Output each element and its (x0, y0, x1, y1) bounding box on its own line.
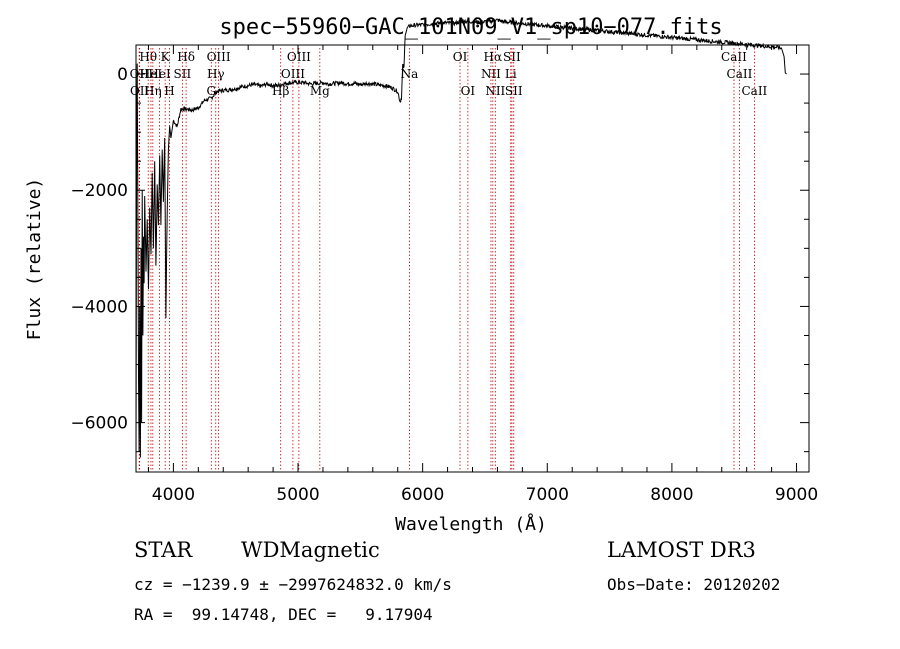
spectral-line-label: Hη (144, 84, 162, 98)
spectral-line-label: Na (401, 67, 419, 81)
spectral-line-label: Hα (484, 50, 503, 64)
y-tick-label: −6000 (70, 414, 128, 434)
spectral-line-label: OI (461, 84, 476, 98)
spectrum-series (135, 17, 787, 464)
survey-name: LAMOST DR3 (607, 538, 756, 562)
object-subclass: WDMagnetic (241, 538, 380, 562)
axis-ticks: 4000 5000 6000 7000 8000 9000 −6000 −4000 −2000 0 (70, 44, 818, 505)
spectral-line-label: OII (130, 84, 150, 98)
y-axis-label: Flux (relative) (24, 178, 45, 341)
x-tick-label: 5000 (276, 485, 319, 505)
y-tick-label: 0 (117, 65, 128, 85)
spectral-line-label: Hδ (177, 50, 195, 64)
spectral-line-label: Li (505, 67, 517, 81)
spectral-line-label: Hγ (207, 67, 225, 81)
y-tick-label: −4000 (70, 297, 128, 317)
spectral-line-label: NII (485, 84, 505, 98)
spectral-line-label: OI (453, 50, 468, 64)
spectral-line-label: K (161, 50, 171, 64)
spectral-line-label: H (164, 84, 174, 98)
spectral-line-label: OIII (281, 67, 305, 81)
spectral-line-label: HeI (148, 67, 171, 81)
spectrum-line (135, 17, 787, 464)
x-tick-label: 7000 (526, 485, 569, 505)
x-tick-label: 8000 (650, 485, 693, 505)
spectral-line-label: SII (174, 67, 192, 81)
y-tick-label: −2000 (70, 181, 128, 201)
spectral-line-label: SII (503, 50, 521, 64)
coordinates-line: RA = 99.14748, DEC = 9.17904 (134, 605, 433, 624)
spectral-line-label: Hθ (139, 50, 157, 64)
redshift-line: cz = −1239.9 ± −2997624832.0 km/s (134, 575, 452, 594)
spectral-line-label: CaII (741, 84, 767, 98)
x-tick-label: 4000 (152, 485, 195, 505)
spectral-line-label: CaII (721, 50, 747, 64)
spectral-line-label: OIII (207, 50, 231, 64)
object-class: STAR (134, 538, 193, 562)
spectral-line-label: HeI (140, 67, 163, 81)
plot-frame (135, 44, 810, 473)
spectral-line-label: SII (505, 84, 523, 98)
obs-date: Obs−Date: 20120202 (607, 575, 781, 594)
x-axis-label: Wavelength (Å) (395, 513, 547, 535)
spectral-line-label: NII (481, 67, 501, 81)
x-tick-label: 6000 (401, 485, 444, 505)
spectral-line-label: G (206, 84, 216, 98)
spectral-line-markers: OIIOIIHθHeIHηHeIKHSIIHδGHγOIIIHβOIIIOIII… (130, 48, 768, 472)
spectral-line-label: CaII (727, 67, 753, 81)
chart-title: spec−55960−GAC_101N09_V1_sp10−077.fits (219, 15, 722, 40)
spectral-line-label: Hβ (272, 84, 289, 98)
spectral-line-label: OIII (287, 50, 311, 64)
spectral-line-label: Mg (310, 84, 330, 98)
x-tick-label: 9000 (775, 485, 818, 505)
